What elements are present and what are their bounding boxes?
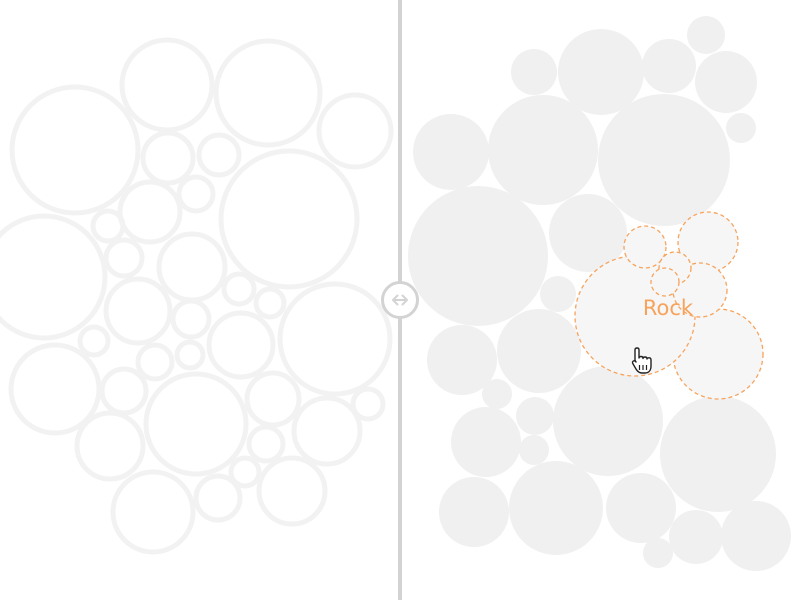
filled-bubble[interactable]	[669, 510, 723, 564]
outline-bubble	[218, 148, 360, 290]
outline-bubble	[176, 174, 216, 214]
outline-bubble	[193, 473, 243, 523]
outline-bubble	[291, 395, 363, 467]
hand-pointer-cursor-icon	[631, 347, 652, 374]
outline-bubble	[77, 324, 111, 358]
filled-bubble[interactable]	[427, 325, 497, 395]
outline-bubble	[117, 179, 183, 245]
filled-bubble[interactable]	[598, 94, 730, 226]
outline-bubble	[143, 371, 249, 477]
rock-label[interactable]: Rock	[643, 296, 694, 320]
outline-bubble	[316, 92, 394, 170]
filled-bubble[interactable]	[687, 16, 725, 54]
outline-bubble	[246, 424, 286, 464]
filled-bubble[interactable]	[511, 49, 557, 95]
outline-bubble	[244, 370, 302, 428]
filled-bubble[interactable]	[519, 435, 549, 465]
filled-bubble[interactable]	[482, 379, 512, 409]
filled-bubble[interactable]	[558, 29, 644, 115]
filled-bubble[interactable]	[642, 39, 696, 93]
filled-bubble[interactable]	[413, 114, 489, 190]
slider-handle[interactable]	[381, 281, 419, 319]
filled-bubble[interactable]	[540, 276, 576, 312]
outline-bubble	[174, 339, 206, 371]
left-right-arrow-icon	[392, 294, 408, 306]
outline-bubble	[135, 342, 175, 382]
outline-bubble	[170, 298, 212, 340]
outline-bubble	[0, 213, 108, 341]
filled-bubble[interactable]	[553, 366, 663, 476]
rock-bubble[interactable]	[650, 267, 680, 297]
outline-bubble	[221, 271, 257, 307]
outline-bubble	[206, 310, 276, 380]
filled-bubble[interactable]	[643, 538, 673, 568]
outline-bubble	[74, 410, 146, 482]
filled-bubble[interactable]	[695, 51, 757, 113]
filled-bubble[interactable]	[488, 95, 598, 205]
filled-bubble[interactable]	[726, 113, 756, 143]
outline-bubble	[9, 84, 141, 216]
filled-bubble[interactable]	[721, 501, 791, 571]
outline-bubble	[103, 237, 145, 279]
outline-bubble	[277, 281, 393, 397]
filled-bubble[interactable]	[549, 194, 627, 272]
outline-bubble	[350, 386, 386, 422]
filled-bubble[interactable]	[660, 396, 776, 512]
rock-bubble[interactable]	[677, 211, 739, 273]
outline-bubble	[90, 208, 126, 244]
rock-bubble-group[interactable]	[574, 211, 764, 400]
filled-bubble[interactable]	[451, 407, 521, 477]
outline-bubble	[196, 132, 242, 178]
outline-bubble	[253, 286, 287, 320]
filled-bubble[interactable]	[606, 473, 676, 543]
outline-bubble	[110, 469, 196, 555]
outline-bubble	[140, 130, 196, 186]
filled-bubble[interactable]	[516, 397, 554, 435]
outline-bubble	[8, 342, 102, 436]
outline-bubble	[228, 455, 262, 489]
outline-bubble	[256, 455, 328, 527]
outline-bubble	[119, 37, 215, 133]
outline-bubble	[103, 276, 173, 346]
filled-bubble[interactable]	[439, 477, 509, 547]
outline-bubble	[213, 38, 323, 148]
filled-bubble[interactable]	[408, 186, 548, 326]
outline-bubble	[99, 366, 149, 416]
filled-bubble[interactable]	[509, 461, 603, 555]
rock-bubble[interactable]	[623, 225, 667, 269]
filled-bubble[interactable]	[497, 309, 581, 393]
